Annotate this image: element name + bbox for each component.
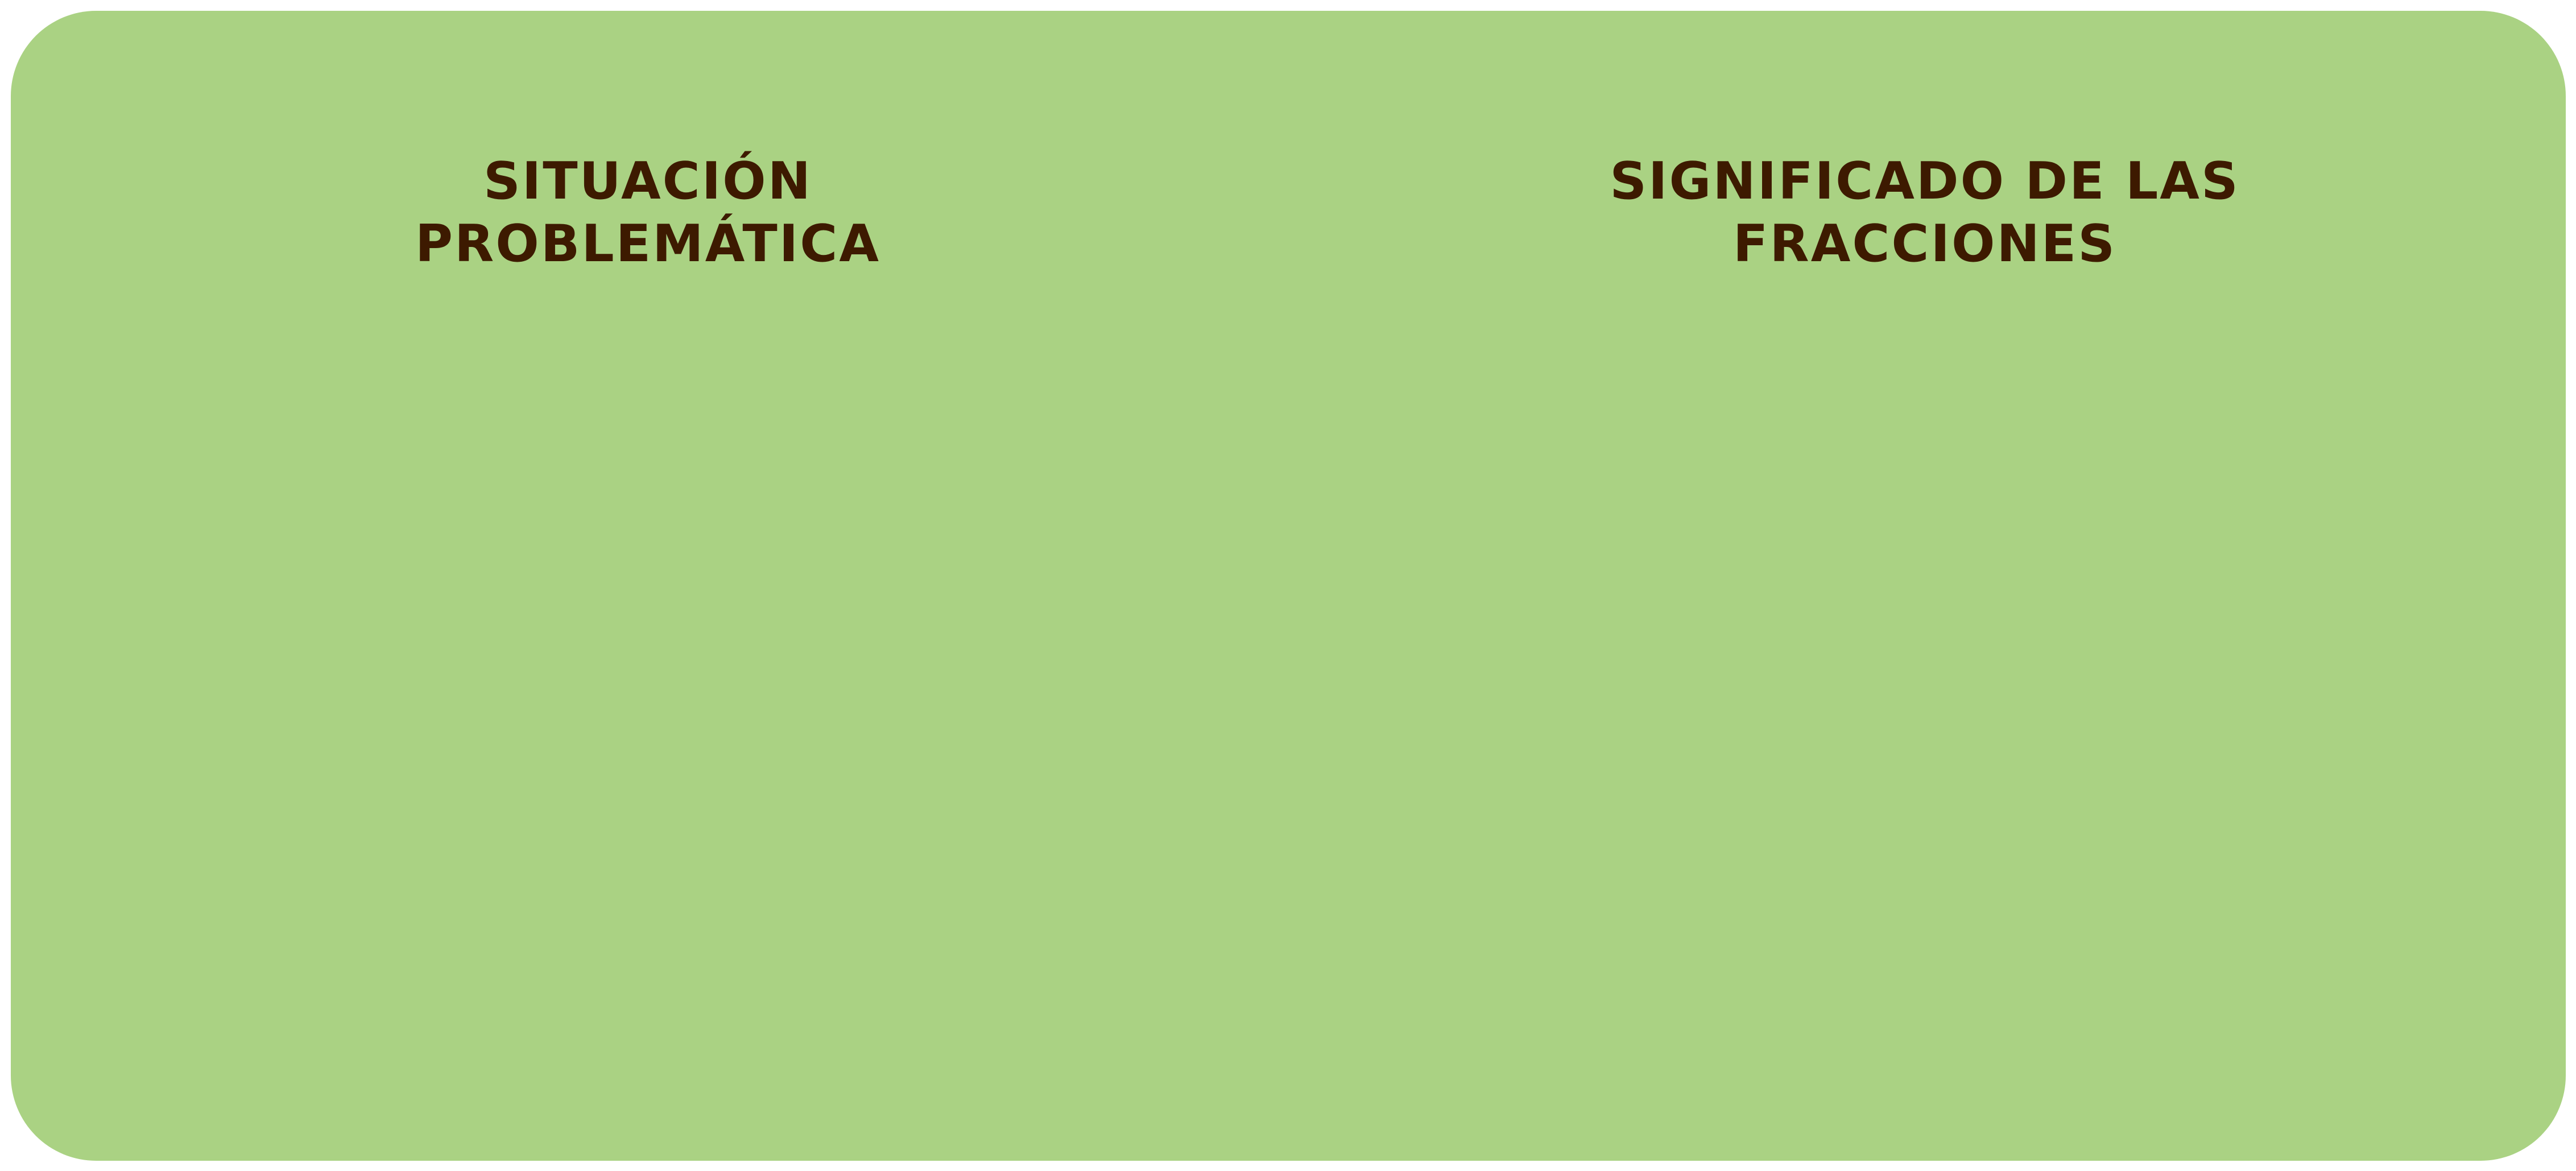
situacion-problematica-heading: SITUACIÓN PROBLEMÁTICA <box>307 150 989 275</box>
right-heading-line-2: FRACCIONES <box>1733 214 2117 274</box>
left-heading-line-1: SITUACIÓN <box>483 151 813 211</box>
right-heading-line-1: SIGNIFICADO DE LAS <box>1610 151 2240 211</box>
significado-fracciones-heading: SIGNIFICADO DE LAS FRACCIONES <box>1527 150 2323 275</box>
left-heading-line-2: PROBLEMÁTICA <box>415 214 880 274</box>
green-panel: SITUACIÓN PROBLEMÁTICA SIGNIFICADO DE LA… <box>11 11 2566 1161</box>
